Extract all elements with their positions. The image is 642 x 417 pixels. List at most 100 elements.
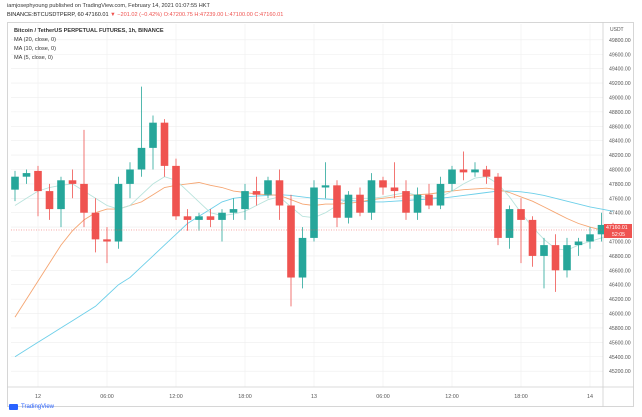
y-tick-label: 45600.00	[609, 340, 631, 346]
symbol-quote-line: BINANCE:BTCUSDTPERP, 60 47160.01 ▼ −201.…	[7, 12, 283, 18]
ohlc-values: O:47200.75 H:47239.00 L:47100.00 C:47160…	[163, 12, 284, 18]
y-tick-label: 46000.00	[609, 312, 631, 318]
x-tick-label: 18:00	[514, 394, 528, 400]
candle-body	[126, 169, 134, 184]
candle-body	[517, 209, 525, 220]
countdown-tag	[604, 230, 632, 238]
candle-body	[402, 191, 410, 213]
tradingview-logo: TradingView	[9, 404, 54, 410]
candle-body	[425, 194, 433, 206]
x-tick-label: 12:00	[169, 394, 183, 400]
publish-info: iamjosephyoung published on TradingView.…	[7, 3, 210, 9]
x-tick-label: 06:00	[100, 394, 114, 400]
y-tick-label: 45200.00	[609, 369, 631, 375]
logo-text: TradingView	[21, 404, 55, 410]
candle-body	[321, 185, 330, 188]
y-tick-label: 48600.00	[609, 124, 631, 130]
candle-body	[344, 194, 353, 218]
candle-body	[11, 176, 19, 190]
candle-body	[137, 147, 146, 170]
price-change: ▼ −201.02 (−0.42%)	[110, 12, 163, 18]
candle-body	[57, 180, 65, 210]
tradingview-logo-icon	[9, 404, 18, 410]
legend-ma5[interactable]: MA (5, close, 0)	[14, 55, 53, 61]
y-tick-label: 49800.00	[609, 38, 631, 44]
currency-label: USDT	[610, 27, 624, 33]
y-tick-label: 46800.00	[609, 254, 631, 260]
last-price-tag	[604, 223, 632, 231]
candle-body	[356, 194, 364, 213]
x-tick-label: 14	[587, 394, 593, 400]
candle-body	[471, 169, 479, 173]
candle-body	[551, 245, 560, 271]
candle-body	[379, 180, 387, 188]
x-tick-label: 12	[35, 394, 41, 400]
y-tick-label: 47000.00	[609, 240, 631, 246]
candle-body	[218, 212, 226, 220]
candle-body	[183, 216, 192, 220]
chart-frame	[7, 22, 634, 407]
candle-body	[597, 224, 606, 235]
candle-body	[287, 205, 295, 278]
candle-body	[298, 237, 307, 278]
last-price: 47160.01	[85, 12, 109, 18]
candle-body	[540, 245, 548, 256]
candle-body	[206, 216, 215, 220]
candle-body	[482, 169, 491, 177]
candle-body	[172, 165, 180, 217]
last-price-tag-label: 47160.01	[606, 225, 628, 231]
candle-body	[160, 122, 169, 166]
x-tick-label: 12:00	[445, 394, 459, 400]
candle-body	[149, 122, 157, 148]
y-tick-label: 48800.00	[609, 110, 631, 116]
y-tick-label: 49600.00	[609, 52, 631, 58]
candle-body	[494, 176, 502, 238]
candle-body	[459, 169, 468, 173]
candle-body	[229, 209, 238, 213]
candle-body	[275, 180, 284, 206]
legend-ma20[interactable]: MA (20, close, 0)	[14, 37, 56, 43]
legend-ma10[interactable]: MA (10, close, 0)	[14, 46, 56, 52]
y-tick-label: 46200.00	[609, 297, 631, 303]
x-tick-label: 13	[311, 394, 317, 400]
y-tick-label: 45800.00	[609, 326, 631, 332]
candle-body	[114, 183, 123, 242]
candle-body	[448, 169, 456, 184]
candle-body	[80, 183, 88, 213]
candle-body	[45, 191, 54, 210]
candle-body	[195, 216, 203, 220]
candle-body	[390, 187, 399, 192]
candle-body	[264, 180, 272, 195]
candle-body	[22, 173, 31, 177]
candle-body	[68, 180, 77, 184]
y-tick-label: 47400.00	[609, 211, 631, 217]
y-tick-label: 46400.00	[609, 283, 631, 289]
candle-body	[574, 241, 583, 246]
candle-body	[241, 191, 249, 210]
y-tick-label: 48200.00	[609, 153, 631, 159]
candle-body	[505, 209, 514, 238]
y-tick-label: 48400.00	[609, 139, 631, 145]
candle-body	[528, 219, 537, 256]
candle-body	[310, 187, 318, 238]
countdown-label: 52:05	[612, 232, 625, 238]
candle-body	[333, 185, 341, 218]
candle-body	[563, 245, 571, 271]
symbol-label: BINANCE:BTCUSDTPERP, 60	[7, 12, 84, 18]
candle-body	[34, 170, 42, 192]
candle-body	[91, 212, 100, 240]
y-tick-label: 45400.00	[609, 355, 631, 361]
candlestick-chart[interactable]: 45200.00 45400.00 45600.00 45800.00 46000.00…	[7, 22, 634, 407]
y-tick-label: 49200.00	[609, 81, 631, 87]
y-tick-label: 47600.00	[609, 196, 631, 202]
y-tick-label: 49000.00	[609, 95, 631, 101]
x-tick-label: 18:00	[238, 394, 252, 400]
candle-body	[367, 180, 376, 213]
y-tick-label: 49400.00	[609, 67, 631, 73]
candle-body	[252, 191, 261, 195]
chart-title: Bitcoin / TetherUS PERPETUAL FUTURES, 1h…	[14, 28, 164, 34]
y-tick-label: 48000.00	[609, 167, 631, 173]
candle-body	[436, 183, 445, 206]
candle-body	[586, 234, 594, 242]
candle-body	[413, 194, 422, 213]
